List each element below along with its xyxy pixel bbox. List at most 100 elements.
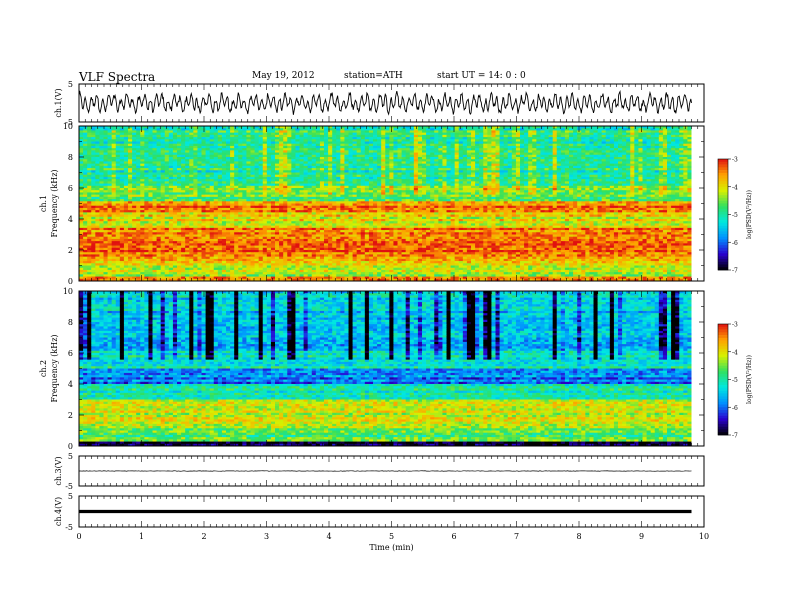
spectrogram-cell <box>267 133 271 136</box>
spectrogram-cell <box>157 148 161 151</box>
spectrogram-cell <box>663 137 667 140</box>
spectrogram-cell <box>349 137 353 140</box>
spectrogram-cell <box>287 153 291 156</box>
spectrogram-cell <box>304 137 308 140</box>
spectrogram-cell <box>197 137 201 140</box>
spectrogram-cell <box>218 133 222 136</box>
spectrogram-cell <box>496 137 500 140</box>
spectrogram-cell <box>667 133 671 136</box>
spectrogram-cell <box>336 137 340 140</box>
spectrogram-cell <box>679 128 683 131</box>
spectrogram-cell <box>291 128 295 131</box>
spectrogram-cell <box>173 128 177 131</box>
spectrogram-cell <box>246 133 250 136</box>
spectrogram-cell <box>451 153 455 156</box>
spectrogram-cell <box>389 144 393 147</box>
spectrogram-cell <box>504 133 508 136</box>
spectrogram-cell <box>185 133 189 136</box>
spectrogram-cell <box>112 148 116 151</box>
spectrogram-cell <box>193 144 197 147</box>
spectrogram-cell <box>671 137 675 140</box>
spectrogram-cell <box>536 148 540 151</box>
spectrogram-cell <box>455 133 459 136</box>
spectrogram-cell <box>357 144 361 147</box>
spectrogram-cell <box>214 148 218 151</box>
spectrogram-cell <box>108 128 112 131</box>
spectrogram-cell <box>614 148 618 151</box>
spectrogram-cell <box>659 148 663 151</box>
spectrogram-cell <box>516 153 520 156</box>
spectrogram-cell <box>218 137 222 140</box>
spectrogram-cell <box>99 137 103 140</box>
spectrogram-cell <box>251 153 255 156</box>
spectrogram-cell <box>643 128 647 131</box>
spectrogram-cell <box>128 128 132 131</box>
spectrogram-cell <box>393 148 397 151</box>
spectrogram-cell <box>565 133 569 136</box>
spectrogram-cell <box>177 148 181 151</box>
spectrogram-cell <box>487 137 491 140</box>
spectrogram-cell <box>181 137 185 140</box>
spectrogram-cell <box>475 137 479 140</box>
spectrogram-cell <box>336 128 340 131</box>
spectrogram-cell <box>442 148 446 151</box>
spectrogram-cell <box>353 137 357 140</box>
spectrogram-cell <box>185 148 189 151</box>
spectrogram-cell <box>300 137 304 140</box>
spectrogram-cell <box>132 133 136 136</box>
spectrogram-cell <box>487 144 491 147</box>
spectrogram-cell <box>124 144 128 147</box>
spectrogram-cell <box>230 133 234 136</box>
spectrogram-cell <box>549 144 553 147</box>
spectrogram-cell <box>128 137 132 140</box>
spectrogram-cell <box>561 148 565 151</box>
spectrogram-cell <box>255 148 259 151</box>
spectrogram-cell <box>328 133 332 136</box>
spectrogram-cell <box>381 144 385 147</box>
spectrogram-cell <box>565 137 569 140</box>
spectrogram-cell <box>234 144 238 147</box>
spectrogram-cell <box>520 148 524 151</box>
spectrogram-cell <box>414 137 418 140</box>
spectrogram-cell <box>630 128 634 131</box>
spectrogram-cell <box>683 137 687 140</box>
spectrogram-cell <box>287 128 291 131</box>
spectrogram-cell <box>438 144 442 147</box>
spectrogram-cell <box>316 137 320 140</box>
spectrogram-cell <box>410 137 414 140</box>
spectrogram-cell <box>663 153 667 156</box>
spectrogram-cell <box>132 148 136 151</box>
spectrogram-cell <box>549 148 553 151</box>
spectrogram-cell <box>520 128 524 131</box>
spectrogram-cell <box>442 128 446 131</box>
spectrogram-cell <box>414 133 418 136</box>
spectrogram-cell <box>406 128 410 131</box>
spectrogram-cell <box>153 137 157 140</box>
spectrogram-cell <box>308 144 312 147</box>
spectrogram-cell <box>442 153 446 156</box>
spectrogram-cell <box>647 133 651 136</box>
spectrogram-cell <box>577 137 581 140</box>
spectrogram-cell <box>193 133 197 136</box>
spectrogram-cell <box>230 128 234 131</box>
spectrogram-cell <box>246 153 250 156</box>
spectrogram-cell <box>193 137 197 140</box>
spectrogram-cell <box>655 144 659 147</box>
spectrogram-cell <box>104 137 108 140</box>
spectrogram-cell <box>643 133 647 136</box>
spectrogram-cell <box>512 128 516 131</box>
spectrogram-cell <box>226 148 230 151</box>
spectrogram-cell <box>557 128 561 131</box>
spectrogram-cell <box>410 133 414 136</box>
spectrogram-cell <box>202 133 206 136</box>
spectrogram-cell <box>226 137 230 140</box>
spectrogram-cell <box>483 137 487 140</box>
spectrogram-cell <box>246 148 250 151</box>
spectrogram-cell <box>459 148 463 151</box>
spectrogram-cell <box>365 144 369 147</box>
spectrogram-cell <box>426 153 430 156</box>
spectrogram-cell <box>328 144 332 147</box>
spectrogram-cell <box>577 144 581 147</box>
spectrogram-cell <box>83 144 87 147</box>
spectrogram-cell <box>206 153 210 156</box>
